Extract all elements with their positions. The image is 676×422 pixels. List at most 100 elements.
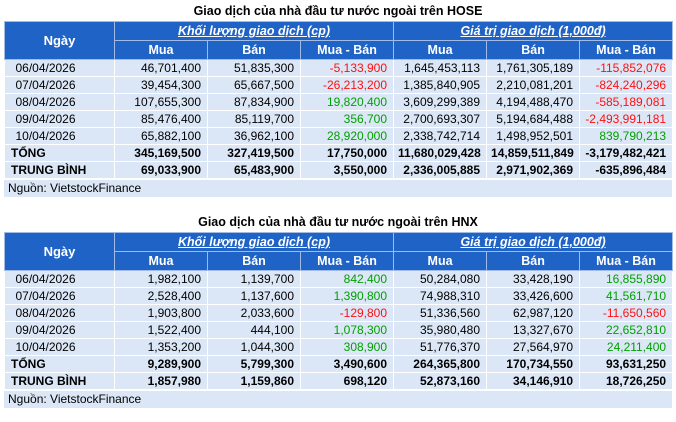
value-cell: 698,120 [299, 372, 395, 390]
value-cell: 33,428,190 [486, 270, 581, 288]
value-cell: 35,980,480 [393, 321, 488, 339]
value-cell: 51,776,370 [393, 338, 488, 356]
value-cell: 1,353,200 [114, 338, 208, 356]
value-cell: 69,033,900 [114, 161, 208, 179]
value-cell: 1,078,300 [299, 321, 395, 339]
value-cell: 107,655,300 [114, 93, 208, 111]
value-cell: 22,652,810 [579, 321, 674, 339]
value-cell: 170,734,550 [486, 355, 581, 373]
total-row: TỔNG 345,169,500 327,419,500 17,750,000 11,6… [4, 144, 674, 162]
value-cell: -5,133,900 [299, 59, 395, 77]
volume-sell-header: Bán [207, 251, 301, 271]
value-cell: 14,859,511,849 [486, 144, 581, 162]
value-cell: 85,476,400 [114, 110, 208, 128]
value-cell: 1,044,300 [207, 338, 301, 356]
value-sell-header: Bán [486, 40, 581, 60]
value-cell: 1,139,700 [207, 270, 301, 288]
date-cell: 10/04/2026 [4, 338, 115, 356]
value-cell: 33,426,600 [486, 287, 581, 305]
table-row: 07/04/2026 39,454,300 65,667,500 -26,213,20… [4, 76, 674, 94]
table-row: 06/04/2026 46,701,400 51,835,300 -5,133,900… [4, 59, 674, 77]
value-cell: 65,483,900 [207, 161, 301, 179]
value-net-header: Mua - Bán [579, 251, 674, 271]
value-cell: -115,852,076 [579, 59, 674, 77]
day-header: Ngày [4, 232, 115, 271]
hnx-source: Nguồn: VietstockFinance [4, 390, 672, 408]
value-cell: 1,137,600 [207, 287, 301, 305]
date-cell: 06/04/2026 [4, 270, 115, 288]
value-cell: 2,971,902,369 [486, 161, 581, 179]
value-cell: 345,169,500 [114, 144, 208, 162]
value-cell: 5,799,300 [207, 355, 301, 373]
value-net-header: Mua - Bán [579, 40, 674, 60]
value-cell: 51,336,560 [393, 304, 488, 322]
value-cell: 39,454,300 [114, 76, 208, 94]
hose-table: Ngày Khối lượng giao dịch (cp) Giá trị g… [4, 21, 674, 179]
volume-group-header: Khối lượng giao dịch (cp) [113, 21, 395, 41]
hnx-title: Giao dịch của nhà đầu tư nước ngoài trên… [198, 215, 478, 229]
value-cell: 17,750,000 [299, 144, 395, 162]
value-cell: 36,962,100 [207, 127, 301, 145]
date-cell: 07/04/2026 [4, 76, 115, 94]
value-cell: -11,650,560 [579, 304, 674, 322]
value-cell: 2,336,005,885 [393, 161, 488, 179]
value-cell: 1,645,453,113 [393, 59, 488, 77]
table-row: 09/04/2026 1,522,400 444,100 1,078,300 35,98… [4, 321, 674, 339]
value-cell: 87,834,900 [207, 93, 301, 111]
hose-section: Giao dịch của nhà đầu tư nước ngoài trên… [4, 2, 674, 197]
value-sell-header: Bán [486, 251, 581, 271]
value-cell: 19,820,400 [299, 93, 395, 111]
volume-net-header: Mua - Bán [299, 251, 395, 271]
value-cell: 93,631,250 [579, 355, 674, 373]
row-label: TRUNG BÌNH [4, 161, 115, 179]
day-header: Ngày [4, 21, 115, 60]
value-cell: 28,920,000 [299, 127, 395, 145]
value-cell: 74,988,310 [393, 287, 488, 305]
value-cell: 27,564,970 [486, 338, 581, 356]
value-cell: 3,550,000 [299, 161, 395, 179]
value-cell: -824,240,296 [579, 76, 674, 94]
value-cell: -2,493,991,181 [579, 110, 674, 128]
date-cell: 07/04/2026 [4, 287, 115, 305]
value-cell: 51,835,300 [207, 59, 301, 77]
value-cell: 62,987,120 [486, 304, 581, 322]
value-cell: 16,855,890 [579, 270, 674, 288]
average-row: TRUNG BÌNH 1,857,980 1,159,860 698,120 52,87… [4, 372, 674, 390]
value-cell: 2,033,600 [207, 304, 301, 322]
value-group-header: Giá trị giao dịch (1,000đ) [393, 21, 674, 41]
value-cell: -635,896,484 [579, 161, 674, 179]
value-cell: 356,700 [299, 110, 395, 128]
hose-body: 06/04/2026 46,701,400 51,835,300 -5,133,900… [4, 59, 674, 179]
value-cell: 65,667,500 [207, 76, 301, 94]
date-cell: 10/04/2026 [4, 127, 115, 145]
value-buy-header: Mua [393, 251, 488, 271]
table-row: 10/04/2026 1,353,200 1,044,300 308,900 51,77… [4, 338, 674, 356]
total-row: TỔNG 9,289,900 5,799,300 3,490,600 264,365,8… [4, 355, 674, 373]
table-row: 06/04/2026 1,982,100 1,139,700 842,400 50,28… [4, 270, 674, 288]
value-cell: 41,561,710 [579, 287, 674, 305]
value-cell: 9,289,900 [114, 355, 208, 373]
value-cell: 85,119,700 [207, 110, 301, 128]
row-label: TỔNG [4, 144, 115, 162]
value-cell: 3,490,600 [299, 355, 395, 373]
value-cell: 842,400 [299, 270, 395, 288]
value-cell: -129,800 [299, 304, 395, 322]
value-cell: 11,680,029,428 [393, 144, 488, 162]
value-cell: 1,498,952,501 [486, 127, 581, 145]
value-group-header: Giá trị giao dịch (1,000đ) [393, 232, 674, 252]
average-row: TRUNG BÌNH 69,033,900 65,483,900 3,550,000 2… [4, 161, 674, 179]
value-cell: 5,194,684,488 [486, 110, 581, 128]
value-cell: 1,522,400 [114, 321, 208, 339]
volume-net-header: Mua - Bán [299, 40, 395, 60]
value-cell: 1,761,305,189 [486, 59, 581, 77]
date-cell: 08/04/2026 [4, 93, 115, 111]
value-cell: 1,385,840,905 [393, 76, 488, 94]
hose-title: Giao dịch của nhà đầu tư nước ngoài trên… [193, 4, 483, 18]
value-cell: -3,179,482,421 [579, 144, 674, 162]
value-cell: 2,700,693,307 [393, 110, 488, 128]
value-cell: 65,882,100 [114, 127, 208, 145]
value-cell: 264,365,800 [393, 355, 488, 373]
value-cell: 46,701,400 [114, 59, 208, 77]
value-cell: 839,790,213 [579, 127, 674, 145]
value-cell: 2,528,400 [114, 287, 208, 305]
